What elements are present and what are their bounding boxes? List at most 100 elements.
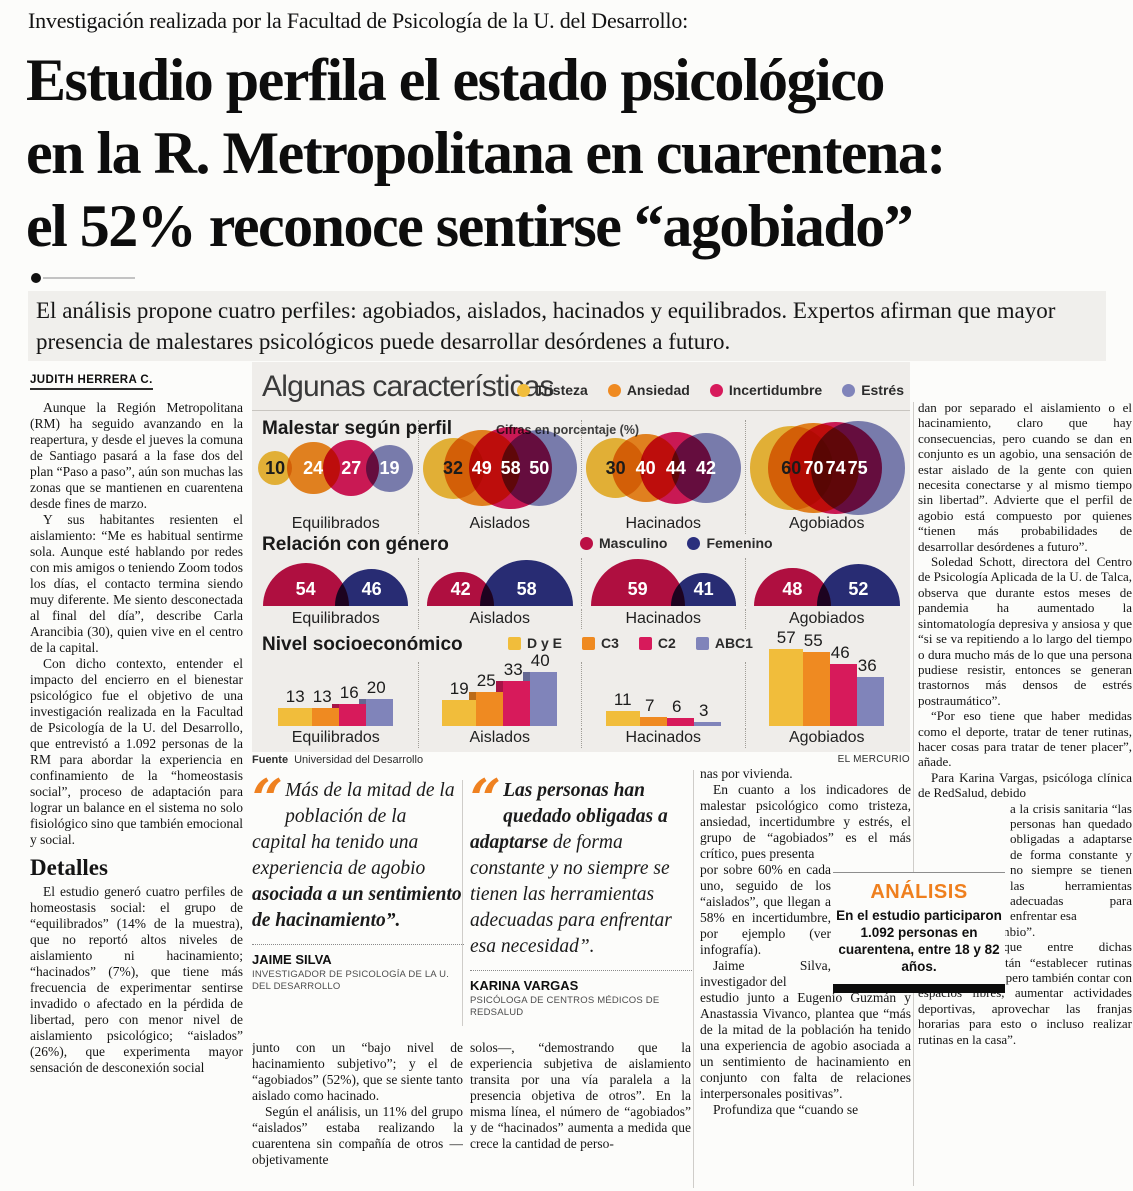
legend-label: D y E <box>527 635 563 651</box>
headline-line-2: en la R. Metropolitana en cuarentena: <box>26 120 946 186</box>
nse-bar-dye <box>605 711 640 726</box>
bubble-estrés <box>671 433 741 503</box>
paragraph: Profundiza que “cuando se <box>713 1102 859 1117</box>
legend-malestar: Tristeza Ansiedad Incertidumbre Estrés <box>516 382 904 398</box>
legend-swatch-icon <box>687 536 701 550</box>
section-title-nse: Nivel socioeconómico <box>262 634 463 655</box>
chart-cell-agobiados: 60 70 74 75 <box>744 420 909 516</box>
bubble-value: 58 <box>500 458 521 478</box>
nse-bar-c3 <box>305 708 340 726</box>
category-label: Agobiados <box>744 609 909 629</box>
bar-value: 20 <box>366 678 386 697</box>
legend-genero: Masculino Femenino <box>580 535 773 551</box>
bubble-value: 27 <box>341 458 362 478</box>
legend-swatch-icon <box>516 383 530 397</box>
bar-value: 57 <box>776 628 796 647</box>
bubble-value: 50 <box>529 458 550 478</box>
category-label: Equilibrados <box>291 729 380 746</box>
bubble-chart-row: 10 24 27 19 32 49 58 50 30 40 44 42 60 70 74 75 <box>254 420 908 516</box>
category-label: Agobiados <box>744 728 909 748</box>
legend-item: Estrés <box>842 382 904 398</box>
source-label: Fuente <box>252 754 289 766</box>
bubble-estrés <box>501 429 578 507</box>
bubble-value: 10 <box>265 458 286 478</box>
bubble-category-labels: Equilibrados Aislados Hacinados Agobiados <box>254 514 908 534</box>
quote-segment: Más de la mitad de la población de la ca… <box>252 780 455 879</box>
quote-segment: Las personas han quedado obligadas a ada… <box>470 780 668 853</box>
category-label: Aislados <box>417 609 582 629</box>
bubble-value: 49 <box>471 458 492 478</box>
bar-value: 7 <box>645 695 655 715</box>
column-5-part2: a la crisis sanitaria “las personas han … <box>1010 801 1132 924</box>
bubble-value: 30 <box>605 458 626 478</box>
legend-label: Masculino <box>599 535 668 551</box>
article-column-4: nas por vivienda. En cuanto a los indicad… <box>700 766 911 1190</box>
chart-cell-agobiados: 48 52 <box>744 558 909 606</box>
bubble-estrés <box>365 444 413 492</box>
legend-label: Estrés <box>861 382 904 398</box>
analysis-text: En el estudio participaron 1.092 persona… <box>836 908 1002 974</box>
chart-cell-hacinados: 30 40 44 42 <box>581 420 745 516</box>
paragraph: “Por eso tiene que haber medidas como el… <box>918 708 1132 770</box>
paragraph: a la crisis sanitaria “las personas han … <box>1010 800 1132 924</box>
paragraph: nas por vivienda. <box>700 766 793 781</box>
article-column-1: Aunque la Región Metropolitana (RM) ha s… <box>30 400 243 1188</box>
column-5-part1: dan por separado el aislamiento o el hac… <box>918 400 1132 801</box>
legend-item: Tristeza <box>516 382 588 398</box>
bubble-value: 60 <box>781 458 802 478</box>
analysis-bottom-bar <box>833 984 1005 993</box>
legend-label: C2 <box>657 635 676 651</box>
bar-value: 40 <box>530 651 550 670</box>
analysis-title: ANÁLISIS <box>870 881 968 903</box>
category-label: Hacinados <box>581 514 745 534</box>
infographic-footer: Fuente Universidad del Desarrollo EL MERC… <box>252 754 910 766</box>
chart-cell-aislados: 32 49 58 50 <box>417 420 582 516</box>
legend-item: C2 <box>638 635 676 651</box>
bar-value: 6 <box>672 696 682 716</box>
nse-bar-group: 3 <box>686 700 721 726</box>
nse-bar-group: 13 <box>278 687 313 726</box>
pull-quote-1: “Más de la mitad de la población de la c… <box>252 772 464 993</box>
bar-value: 25 <box>476 671 496 691</box>
bar-value: 19 <box>449 679 469 699</box>
paragraph: En cuanto a los indicadores de malestar … <box>700 782 911 861</box>
source-line: Fuente Universidad del Desarrollo <box>252 754 423 766</box>
bar-value: 13 <box>285 687 305 707</box>
paragraph: Con dicho contexto, entender el impacto … <box>30 656 243 847</box>
bubble-value: 75 <box>847 458 868 478</box>
paragraph: solos—, “demostrando que la experiencia … <box>470 1040 691 1151</box>
bar-value: 3 <box>699 700 709 720</box>
section-title-genero: Relación con género <box>262 534 449 555</box>
gender-value: 59 <box>627 579 648 599</box>
headline: Estudio perfila el estado psicológico en… <box>26 44 946 263</box>
paragraph: estudio junto a Eugenio Guzmán y Anastas… <box>700 990 911 1101</box>
paragraph: Y sus habitantes resienten el aislamient… <box>30 512 243 655</box>
legend-swatch-icon <box>580 536 593 550</box>
semicircle-category-labels: Equilibrados Aislados Hacinados Agobiados <box>254 609 908 629</box>
legend-label: Ansiedad <box>626 382 690 398</box>
nse-bar-c2 <box>332 704 367 726</box>
legend-label: C3 <box>601 635 619 651</box>
nse-bar-group: 13 <box>305 687 340 726</box>
column-4-part1: nas por vivienda. En cuanto a los indicad… <box>700 766 911 862</box>
chart-cell-equilibrados: 54 46 <box>254 558 418 606</box>
subhead-detalles: Detalles <box>30 855 108 880</box>
bubble-value: 40 <box>635 458 656 478</box>
section-title-malestar: Malestar según perfil <box>262 418 453 439</box>
legend-swatch-icon <box>709 383 723 397</box>
nse-bar-group: 19 <box>442 679 477 726</box>
legend-item: D y E <box>508 635 562 651</box>
legend-item: Femenino <box>687 535 773 551</box>
nse-bar-dye <box>442 700 477 726</box>
byline: JUDITH HERRERA C. <box>30 374 153 390</box>
bubble-value: 32 <box>442 458 464 478</box>
bubble-estrés <box>811 421 905 515</box>
bar-value: 13 <box>312 687 332 707</box>
gender-value: 48 <box>782 579 803 599</box>
gender-value: 41 <box>693 579 714 599</box>
category-label: Hacinados <box>581 609 745 629</box>
paragraph: dan por separado el aislamiento o el hac… <box>918 400 1132 554</box>
legend-label: ABC1 <box>714 635 753 651</box>
bar-value: 11 <box>613 690 632 710</box>
legend-swatch-icon <box>508 636 521 650</box>
